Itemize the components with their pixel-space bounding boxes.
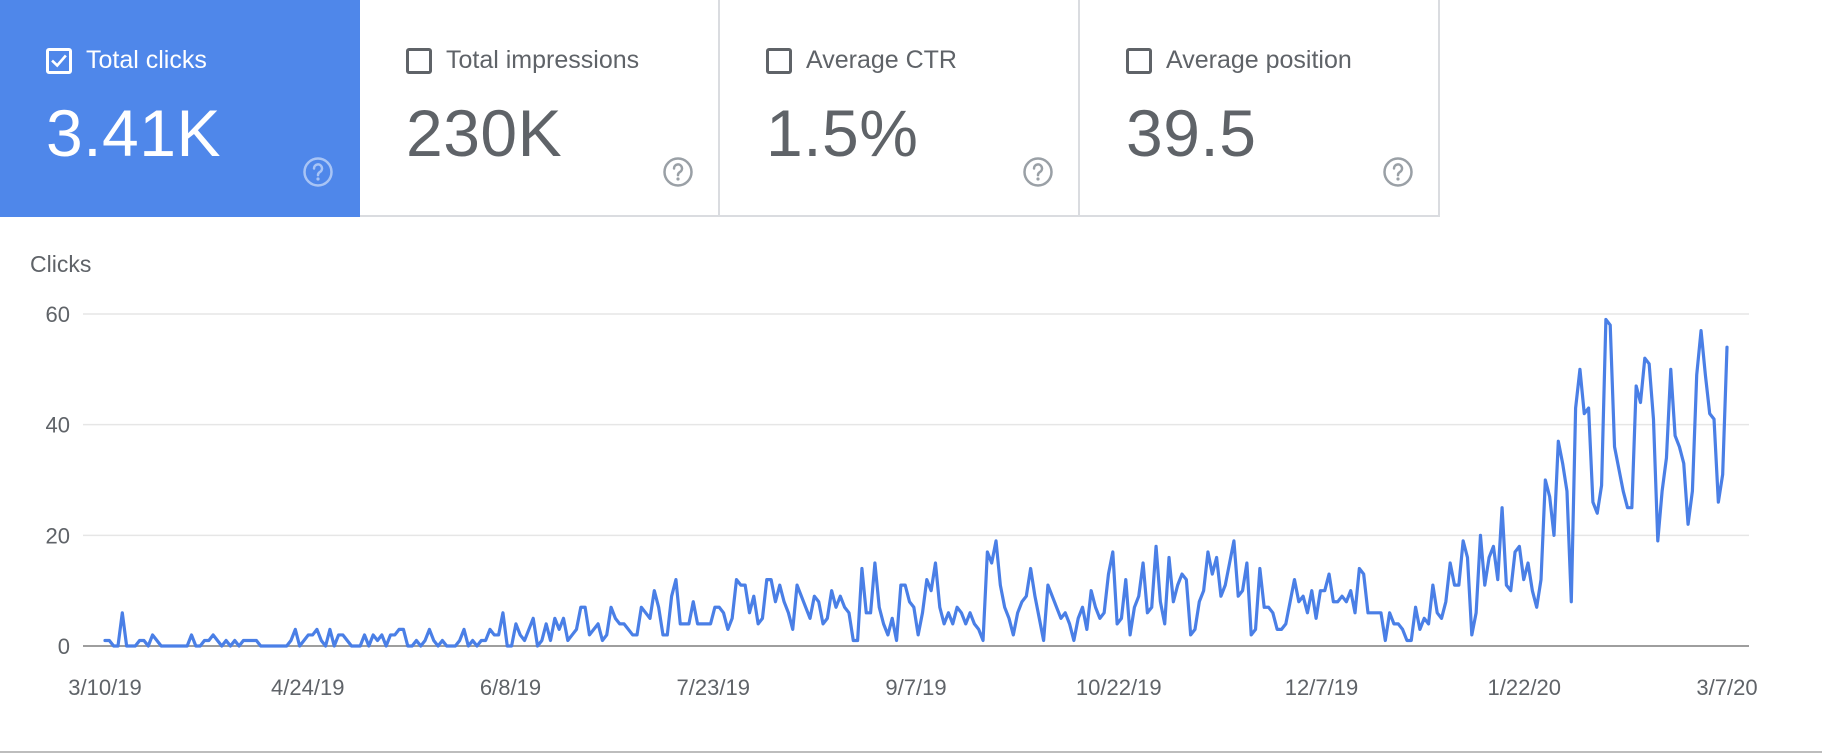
y-tick-label: 0 <box>58 634 70 659</box>
clicks-chart[interactable]: Clicks 0 20 40 60 3/10/19 4/24/19 6/8/19 7/23/… <box>0 217 1822 754</box>
metric-value: 39.5 <box>1126 96 1257 170</box>
help-circle-icon[interactable] <box>1022 156 1054 188</box>
x-tick-label: 4/24/19 <box>271 675 344 700</box>
metric-card-header: Total impressions <box>406 46 639 75</box>
bottom-divider <box>0 751 1822 753</box>
x-tick-label: 9/7/19 <box>885 675 946 700</box>
metric-card-average-ctr[interactable]: Average CTR 1.5% <box>720 0 1080 217</box>
series-line-clicks[interactable] <box>103 317 1729 648</box>
metric-cards: Total clicks 3.41K Total impressions 230… <box>0 0 1440 217</box>
x-tick-label: 7/23/19 <box>677 675 750 700</box>
metric-value: 230K <box>406 96 563 170</box>
metric-label: Total impressions <box>446 46 640 74</box>
metric-label: Total clicks <box>86 46 207 74</box>
help-circle-icon[interactable] <box>302 156 334 188</box>
x-tick-label: 1/22/20 <box>1488 675 1561 700</box>
help-circle-icon[interactable] <box>662 156 694 188</box>
metric-card-average-position[interactable]: Average position 39.5 <box>1080 0 1440 217</box>
metric-card-total-impressions[interactable]: Total impressions 230K <box>360 0 720 217</box>
metric-card-header: Average CTR <box>766 46 957 75</box>
metric-card-header: Total clicks <box>46 46 207 75</box>
series-layer <box>103 317 1729 648</box>
help-circle-icon[interactable] <box>1382 156 1414 188</box>
checkbox-unchecked-icon[interactable] <box>1126 47 1152 74</box>
x-tick-labels: 3/10/19 4/24/19 6/8/19 7/23/19 9/7/19 10/22/1… <box>68 675 1757 700</box>
x-tick-label: 3/10/19 <box>68 675 141 700</box>
x-tick-label: 10/22/19 <box>1076 675 1162 700</box>
x-tick-label: 6/8/19 <box>480 675 541 700</box>
metric-label: Average position <box>1166 46 1352 74</box>
y-tick-labels: 0 20 40 60 <box>46 302 70 659</box>
metric-card-total-clicks[interactable]: Total clicks 3.41K <box>0 0 360 217</box>
y-axis-label: Clicks <box>30 251 91 277</box>
metric-label: Average CTR <box>806 46 957 74</box>
y-tick-label: 60 <box>46 302 70 327</box>
y-tick-label: 40 <box>46 413 70 438</box>
metric-value: 3.41K <box>46 96 221 170</box>
checkbox-checked-icon[interactable] <box>46 47 72 74</box>
checkbox-unchecked-icon[interactable] <box>406 47 432 74</box>
x-tick-label: 3/7/20 <box>1696 675 1757 700</box>
gridlines <box>83 313 1749 647</box>
y-tick-label: 20 <box>46 523 70 548</box>
checkbox-unchecked-icon[interactable] <box>766 47 792 74</box>
metric-value: 1.5% <box>766 96 919 170</box>
x-tick-label: 12/7/19 <box>1285 675 1358 700</box>
metric-card-header: Average position <box>1126 46 1352 75</box>
line-chart[interactable]: Clicks 0 20 40 60 3/10/19 4/24/19 6/8/19 7/23/… <box>0 217 1822 754</box>
